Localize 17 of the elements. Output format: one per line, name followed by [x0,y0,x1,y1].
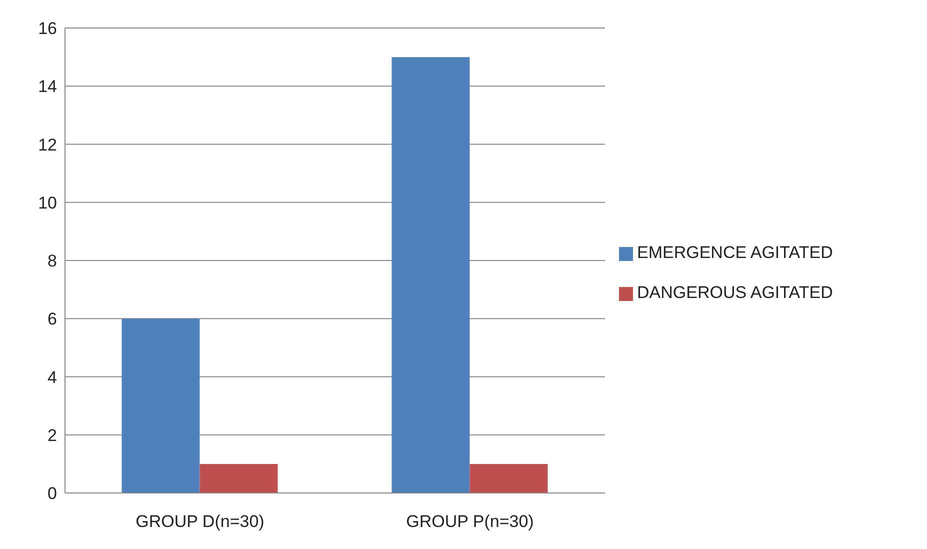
x-tick-label: GROUP P(n=30) [406,512,534,532]
y-tick-label: 8 [48,252,57,271]
y-tick-label: 6 [48,310,57,329]
y-tick-label: 14 [38,77,57,96]
bar [470,464,548,493]
y-tick-label: 2 [48,426,57,445]
y-tick-label: 16 [38,19,57,38]
y-tick-label: 10 [38,193,57,212]
legend-label: DANGEROUS AGITATED [637,283,833,302]
x-tick-label: GROUP D(n=30) [136,512,264,532]
bar [122,318,200,493]
legend-label: EMERGENCE AGITATED [637,243,833,262]
bar [200,464,278,493]
y-tick-label: 4 [48,368,57,387]
y-tick-label: 12 [38,135,57,154]
bar [392,57,470,493]
y-tick-label: 0 [48,484,57,504]
